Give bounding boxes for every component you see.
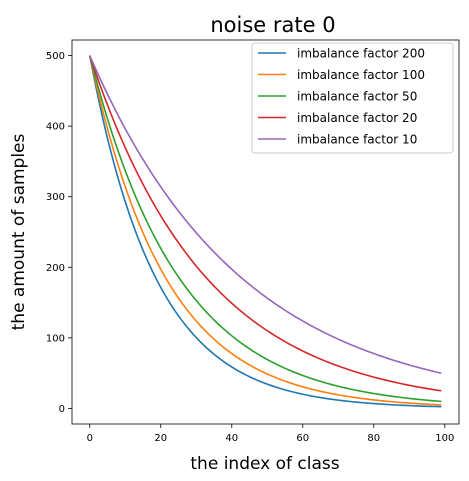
legend-label: imbalance factor 50 xyxy=(297,90,417,104)
y-axis-ticks: 0 100 200 300 400 500 xyxy=(46,51,72,415)
y-axis-title: the amount of samples xyxy=(9,133,29,330)
x-tick-label: 0 xyxy=(87,433,93,444)
x-tick-label: 20 xyxy=(154,433,167,444)
legend-label: imbalance factor 10 xyxy=(297,133,417,147)
series-line xyxy=(88,55,442,406)
series-line xyxy=(88,55,442,408)
series-line xyxy=(88,55,442,403)
x-tick-label: 100 xyxy=(435,433,454,444)
legend-label: imbalance factor 20 xyxy=(297,111,417,125)
legend-items: imbalance factor 200 imbalance factor 100… xyxy=(258,47,425,147)
x-tick-label: 80 xyxy=(367,433,380,444)
y-tick-label: 200 xyxy=(46,263,65,274)
x-tick-label: 40 xyxy=(225,433,238,444)
x-tick-label: 60 xyxy=(296,433,309,444)
series-line xyxy=(88,55,442,392)
legend-label: imbalance factor 200 xyxy=(297,47,425,61)
y-tick-label: 400 xyxy=(46,122,65,133)
chart-title: noise rate 0 xyxy=(210,13,335,37)
y-tick-label: 0 xyxy=(59,404,65,415)
series-line xyxy=(89,55,442,374)
y-tick-label: 300 xyxy=(46,192,65,203)
legend-label: imbalance factor 100 xyxy=(297,68,425,82)
x-axis-title: the index of class xyxy=(190,454,339,474)
series-lines xyxy=(88,55,442,408)
legend: imbalance factor 200 imbalance factor 100… xyxy=(251,42,454,154)
y-tick-label: 500 xyxy=(46,51,65,62)
y-tick-label: 100 xyxy=(46,333,65,344)
x-axis-ticks: 0 20 40 60 80 100 xyxy=(87,424,454,444)
legend-frame xyxy=(251,42,454,154)
